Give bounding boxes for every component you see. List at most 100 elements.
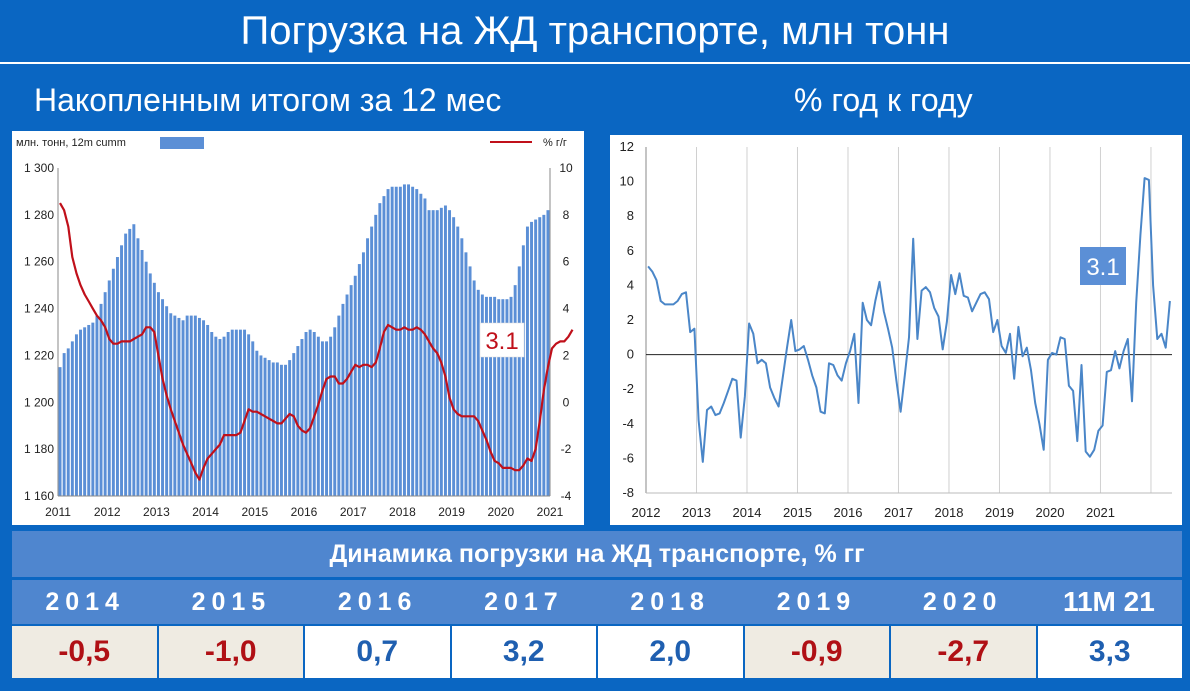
bar — [202, 320, 206, 496]
x-tick-label: 2017 — [340, 505, 367, 519]
bar — [431, 210, 435, 497]
bar — [484, 296, 488, 496]
bar — [247, 334, 251, 496]
bar — [144, 261, 148, 496]
bar — [407, 184, 411, 496]
bar — [271, 362, 275, 496]
bar — [83, 327, 87, 496]
bar — [304, 332, 308, 496]
bar — [329, 336, 333, 496]
bar-legend-swatch — [160, 137, 204, 149]
bar — [74, 334, 78, 496]
y-tick-label: -2 — [622, 381, 634, 396]
x-tick-label: 2012 — [632, 505, 661, 520]
bar — [99, 303, 103, 496]
bar — [91, 322, 95, 496]
bar — [115, 257, 119, 496]
bar — [325, 341, 329, 496]
bar — [284, 364, 288, 496]
bar — [226, 332, 230, 496]
y-tick-label: 10 — [620, 174, 634, 189]
bar — [124, 233, 128, 496]
bar — [341, 303, 345, 496]
right-y-tick-label: -2 — [561, 442, 572, 456]
bar — [308, 329, 312, 496]
bar — [275, 362, 279, 496]
value-cell: -0,9 — [744, 626, 889, 678]
x-tick-label: 2015 — [783, 505, 812, 520]
bar — [337, 315, 341, 496]
last-value-annotation: 3.1 — [485, 328, 518, 355]
value-cell: -1,0 — [158, 626, 303, 678]
bar — [210, 332, 214, 496]
x-tick-label: 2016 — [291, 505, 318, 519]
x-tick-label: 2011 — [45, 505, 71, 519]
page-title: Погрузка на ЖД транспорте, млн тонн — [240, 9, 950, 53]
y-tick-label: 0 — [627, 347, 634, 362]
bar — [361, 252, 365, 496]
last-value-annotation: 3.1 — [1086, 254, 1119, 281]
bar — [66, 348, 70, 496]
bar — [472, 280, 476, 496]
left-y-tick-label: 1 280 — [24, 208, 54, 222]
bar — [476, 289, 480, 496]
right-y-tick-label: 4 — [563, 302, 570, 316]
x-tick-label: 2021 — [1086, 505, 1115, 520]
bar — [448, 210, 452, 497]
bar — [255, 350, 259, 496]
bar — [62, 353, 66, 496]
bar — [189, 315, 193, 496]
year-cell: 2015 — [191, 588, 272, 616]
y-tick-label: -8 — [622, 485, 634, 500]
bar — [95, 315, 99, 496]
bar — [292, 353, 296, 496]
year-cell: 11M 21 — [1062, 586, 1155, 617]
bar — [530, 221, 534, 496]
bar — [111, 268, 115, 496]
y-tick-label: 12 — [620, 139, 634, 154]
yoy-loading-chart: -8 -6 -4 -2 0 2 4 6 8 10 12 2012 2013 2014 2015 2016 201… — [620, 139, 1172, 520]
bar — [538, 217, 542, 496]
bar — [374, 214, 378, 497]
value-cell: 0,7 — [305, 626, 450, 678]
bar — [402, 184, 406, 496]
x-tick-label: 2020 — [487, 505, 514, 519]
bar — [411, 186, 415, 497]
divider-top — [0, 62, 1190, 64]
value-cell: -0,5 — [12, 626, 157, 678]
bar — [152, 282, 156, 496]
yoy-series-line — [59, 202, 574, 481]
right-y-tick-label: 6 — [563, 255, 570, 269]
bar — [316, 336, 320, 496]
left-chart-panel: млн. тонн, 12m cumm % г/г 1 160 1 180 1 200 1… — [12, 131, 584, 525]
right-subtitle: % год к году — [794, 82, 973, 118]
x-tick-label: 2020 — [1036, 505, 1065, 520]
bar — [185, 315, 189, 496]
bar — [132, 224, 136, 496]
x-tick-label: 2019 — [985, 505, 1014, 520]
x-tick-label: 2013 — [143, 505, 170, 519]
x-tick-label: 2014 — [733, 505, 762, 520]
bar — [259, 355, 263, 496]
bar — [79, 329, 83, 496]
x-tick-label: 2018 — [389, 505, 416, 519]
right-y-tick-label: 8 — [563, 208, 570, 222]
bar — [382, 196, 386, 497]
bar — [320, 341, 324, 496]
bar — [288, 360, 292, 496]
value-cell: -2,7 — [891, 626, 1036, 678]
bar — [222, 336, 226, 496]
bar — [386, 189, 390, 496]
bar — [161, 299, 165, 496]
bar — [234, 329, 238, 496]
bar — [136, 238, 140, 496]
bar — [456, 226, 460, 496]
bar — [333, 327, 337, 496]
yoy-series-line — [647, 177, 1171, 463]
left-subtitle: Накопленным итогом за 12 мес — [34, 82, 502, 118]
bar — [415, 189, 419, 496]
left-y-tick-label: 1 240 — [24, 302, 54, 316]
bar — [480, 294, 484, 496]
bar — [251, 341, 255, 496]
bar — [103, 292, 107, 496]
